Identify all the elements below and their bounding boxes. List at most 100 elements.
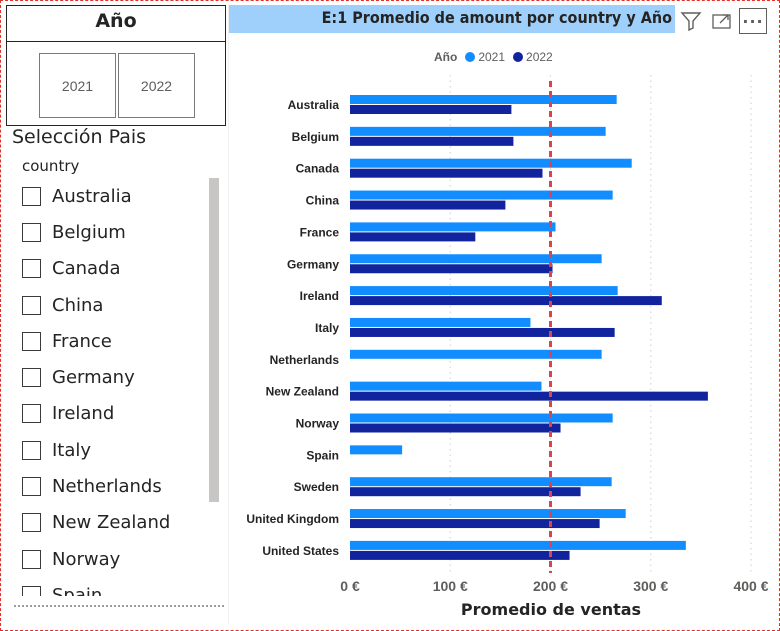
x-tick-label: 300 € xyxy=(633,578,668,594)
bar-2022-united-kingdom[interactable] xyxy=(350,519,600,529)
checkbox-icon[interactable] xyxy=(22,404,41,424)
country-item-label: New Zealand xyxy=(52,512,171,534)
bar-2021-italy[interactable] xyxy=(350,317,531,327)
country-item-label: Germany xyxy=(52,367,135,389)
bar-2021-spain[interactable] xyxy=(350,445,403,455)
country-item-label: Ireland xyxy=(52,403,115,425)
legend-item-2021[interactable]: 2021 xyxy=(465,50,505,64)
country-item-label: Canada xyxy=(52,258,121,280)
category-label: Canada xyxy=(296,162,340,176)
country-item-belgium[interactable]: Belgium xyxy=(22,214,212,250)
country-item-germany[interactable]: Germany xyxy=(22,359,212,395)
bar-2022-china[interactable] xyxy=(350,200,506,210)
category-label: France xyxy=(300,225,340,239)
legend-item-2022[interactable]: 2022 xyxy=(513,50,553,64)
bar-2021-ireland[interactable] xyxy=(350,286,618,296)
country-item-label: Belgium xyxy=(52,221,126,243)
bar-2021-sweden[interactable] xyxy=(350,477,612,487)
chart-title-bar: E:1 Promedio de amount por country y Año xyxy=(229,5,675,33)
category-label: Italy xyxy=(315,321,339,335)
checkbox-icon[interactable] xyxy=(22,549,41,569)
x-tick-label: 100 € xyxy=(433,578,468,594)
bar-2022-canada[interactable] xyxy=(350,168,543,178)
bar-2021-australia[interactable] xyxy=(350,95,617,104)
category-label: Australia xyxy=(288,98,340,112)
bar-2022-belgium[interactable] xyxy=(350,136,514,146)
checkbox-icon[interactable] xyxy=(22,222,41,242)
bar-2021-belgium[interactable] xyxy=(350,126,606,136)
bar-2022-united-states[interactable] xyxy=(350,550,570,560)
bar-2022-italy[interactable] xyxy=(350,327,615,337)
legend-dot-2022 xyxy=(513,52,524,62)
legend-label-2021: 2021 xyxy=(478,50,506,64)
country-item-spain[interactable]: Spain xyxy=(22,577,212,596)
country-item-label: Italy xyxy=(52,439,92,461)
category-label: Germany xyxy=(287,257,339,271)
country-item-australia[interactable]: Australia xyxy=(22,178,212,214)
bar-2022-france[interactable] xyxy=(350,232,476,242)
bar-2022-new-zealand[interactable] xyxy=(350,391,708,401)
bar-2022-sweden[interactable] xyxy=(350,487,581,497)
bar-2021-netherlands[interactable] xyxy=(350,349,602,359)
category-label: Ireland xyxy=(300,289,339,303)
country-item-label: Netherlands xyxy=(52,476,162,498)
country-item-label: Norway xyxy=(52,548,121,570)
chart-plot: 0 € 100 € 200 € 300 € 400 € Australia Belgium C… xyxy=(246,75,769,619)
filter-icon[interactable] xyxy=(677,8,705,34)
country-slicer-scrollbar[interactable] xyxy=(209,178,219,502)
bar-2022-australia[interactable] xyxy=(350,105,512,114)
bar-2021-china[interactable] xyxy=(350,190,613,200)
country-item-ireland[interactable]: Ireland xyxy=(22,396,212,432)
legend-title: Año xyxy=(434,50,458,64)
country-slicer-title: Selección Pais xyxy=(12,126,147,148)
checkbox-icon[interactable] xyxy=(22,440,41,460)
country-item-france[interactable]: France xyxy=(22,323,212,359)
bar-2021-new-zealand[interactable] xyxy=(350,381,542,391)
legend-dot-2021 xyxy=(465,52,476,62)
year-slicer: Año 2021 2022 xyxy=(6,5,226,126)
x-axis-title: Promedio de ventas xyxy=(461,600,641,619)
year-tile-2022[interactable]: 2022 xyxy=(118,53,195,118)
country-item-label: Spain xyxy=(52,584,103,596)
checkbox-icon[interactable] xyxy=(22,513,41,533)
country-item-norway[interactable]: Norway xyxy=(22,541,212,577)
country-item-netherlands[interactable]: Netherlands xyxy=(22,468,212,504)
checkbox-icon[interactable] xyxy=(22,295,41,315)
category-label: Belgium xyxy=(292,130,339,144)
bar-2021-germany[interactable] xyxy=(350,254,602,264)
bar-chart-visual: E:1 Promedio de amount por country y Año… xyxy=(228,5,776,624)
country-item-italy[interactable]: Italy xyxy=(22,432,212,468)
chart-title: E:1 Promedio de amount por country y Año xyxy=(321,8,672,27)
year-tile-2021[interactable]: 2021 xyxy=(39,53,116,118)
category-label: Spain xyxy=(306,448,339,462)
country-list: Australia Belgium Canada China France Ge… xyxy=(22,178,212,596)
country-item-china[interactable]: China xyxy=(22,287,212,323)
bar-2021-norway[interactable] xyxy=(350,413,613,423)
checkbox-icon[interactable] xyxy=(22,331,41,351)
checkbox-icon[interactable] xyxy=(22,477,41,497)
checkbox-icon[interactable] xyxy=(22,259,41,279)
more-options-icon[interactable]: ··· xyxy=(739,8,767,34)
bar-2021-united-states[interactable] xyxy=(350,540,686,550)
checkbox-icon[interactable] xyxy=(22,186,41,206)
bar-2022-germany[interactable] xyxy=(350,264,553,274)
slicer-divider xyxy=(14,605,224,607)
year-tiles: 2021 2022 xyxy=(39,53,195,118)
category-label: Netherlands xyxy=(270,353,340,367)
category-label: New Zealand xyxy=(266,385,339,399)
category-label: United Kingdom xyxy=(246,512,339,526)
bar-2021-france[interactable] xyxy=(350,222,556,232)
visual-toolbar: ··· xyxy=(677,8,767,34)
bar-2022-ireland[interactable] xyxy=(350,296,662,306)
focus-mode-icon[interactable] xyxy=(708,8,736,34)
bar-2022-norway[interactable] xyxy=(350,423,561,433)
country-slicer-header: country xyxy=(22,157,80,175)
checkbox-icon[interactable] xyxy=(22,368,41,388)
legend-label-2022: 2022 xyxy=(526,50,553,64)
bar-2021-united-kingdom[interactable] xyxy=(350,509,626,519)
country-item-canada[interactable]: Canada xyxy=(22,251,212,287)
category-label: China xyxy=(306,194,340,208)
bar-2021-canada[interactable] xyxy=(350,158,632,168)
country-item-new-zealand[interactable]: New Zealand xyxy=(22,505,212,541)
checkbox-icon[interactable] xyxy=(22,585,41,596)
